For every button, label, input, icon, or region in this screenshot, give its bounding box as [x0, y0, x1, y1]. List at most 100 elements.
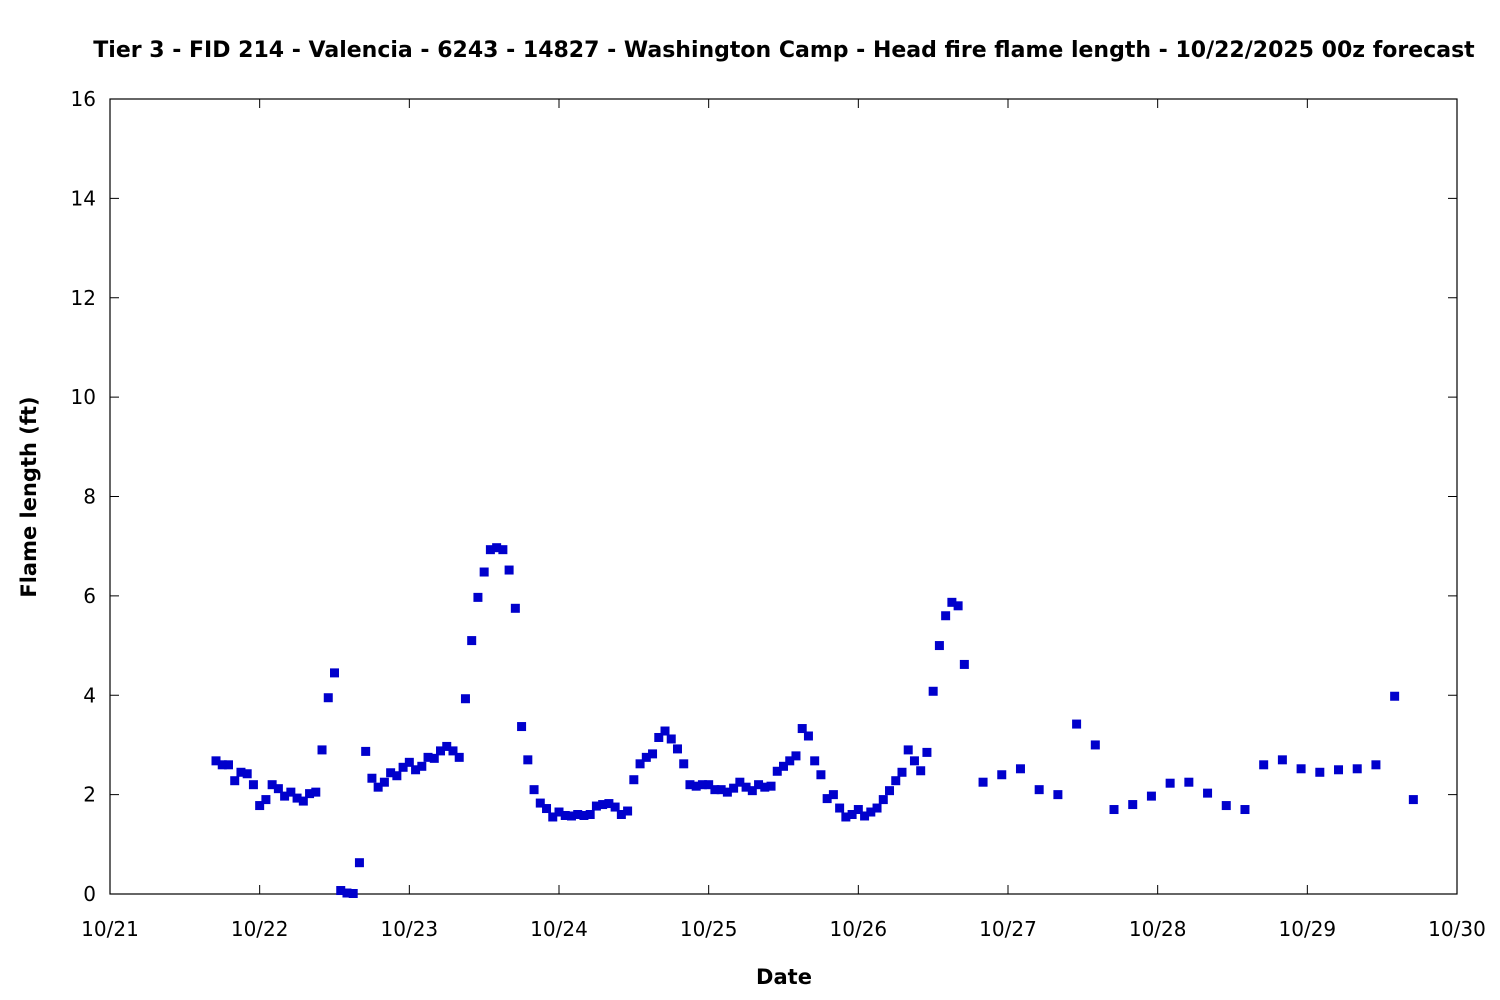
data-point [1072, 719, 1082, 729]
data-point [479, 567, 489, 577]
data-point [323, 693, 333, 703]
data-point [585, 810, 595, 819]
data-point [330, 668, 339, 678]
data-point [292, 793, 302, 803]
data-point [523, 755, 533, 765]
data-point [230, 776, 240, 786]
data-point [305, 789, 315, 799]
data-point [598, 800, 608, 810]
data-point [417, 761, 427, 771]
data-point [517, 722, 527, 732]
data-point [872, 803, 882, 813]
data-point [510, 603, 520, 613]
data-point [573, 810, 583, 819]
y-tick-label: 12 [71, 286, 96, 310]
data-point [535, 798, 545, 808]
data-point [885, 786, 895, 796]
data-point [997, 770, 1007, 780]
data-point [791, 751, 801, 761]
data-point [797, 724, 807, 734]
x-tick-label: 10/30 [1428, 917, 1486, 941]
data-point [498, 545, 508, 555]
data-point [1146, 791, 1156, 801]
data-point [1240, 805, 1250, 815]
data-point [436, 746, 446, 756]
x-tick-label: 10/23 [381, 917, 439, 941]
data-point [311, 787, 321, 797]
data-point [361, 746, 371, 756]
data-point [591, 801, 601, 811]
data-point [866, 807, 876, 817]
data-point [878, 795, 888, 805]
y-axis: 0 2 4 6 8 10 12 14 16 [71, 87, 1457, 906]
data-point [772, 766, 782, 776]
data-point [579, 810, 589, 820]
data-point [454, 752, 464, 762]
data-point [922, 747, 932, 757]
data-point [1259, 760, 1269, 770]
data-point [835, 803, 845, 813]
data-point [947, 597, 957, 607]
y-tick-label: 4 [83, 683, 96, 707]
y-tick-label: 6 [83, 584, 96, 608]
data-point [697, 780, 707, 790]
data-point [223, 760, 233, 770]
data-point [442, 741, 452, 751]
data-point [217, 760, 227, 770]
data-point [211, 756, 221, 766]
data-point [941, 611, 951, 621]
data-point [386, 768, 396, 778]
y-tick-label: 14 [71, 186, 96, 210]
data-point [722, 787, 732, 797]
data-point [236, 767, 246, 777]
data-point [348, 889, 358, 898]
data-point [853, 805, 863, 815]
data-point [928, 686, 938, 696]
data-point [392, 771, 402, 781]
data-point [460, 694, 470, 704]
data-point [485, 545, 495, 555]
data-point [666, 734, 676, 744]
data-point [847, 810, 857, 819]
data-point [1015, 764, 1025, 774]
data-point [729, 783, 739, 793]
data-point [367, 773, 377, 783]
data-point [978, 777, 988, 787]
data-point [298, 796, 308, 806]
y-tick-label: 16 [71, 87, 96, 111]
data-point [448, 746, 458, 756]
data-point [816, 770, 826, 780]
data-point [1090, 740, 1100, 750]
data-point [492, 543, 502, 553]
data-point [1128, 800, 1138, 810]
y-tick-label: 10 [71, 385, 96, 409]
data-point [604, 799, 614, 809]
data-point [467, 636, 477, 646]
data-point [654, 732, 664, 742]
data-point [1315, 767, 1325, 777]
data-point [685, 780, 695, 790]
data-point [909, 756, 919, 766]
x-tick-label: 10/25 [680, 917, 738, 941]
data-point [891, 776, 901, 786]
data-point [548, 812, 558, 822]
data-point [273, 784, 283, 794]
data-point [286, 787, 296, 797]
data-point [828, 790, 838, 800]
data-point [1352, 764, 1362, 774]
x-axis-label: Date [756, 965, 812, 989]
data-point [255, 801, 265, 811]
data-point [373, 782, 383, 792]
data-point [635, 759, 645, 769]
y-tick-label: 2 [83, 783, 96, 807]
chart-title: Tier 3 - FID 214 - Valencia - 6243 - 148… [93, 38, 1475, 63]
data-point [336, 886, 346, 896]
data-point [916, 766, 926, 776]
x-tick-label: 10/24 [530, 917, 588, 941]
data-point [473, 592, 483, 602]
data-point [566, 811, 576, 821]
x-axis: 10/21 10/22 10/23 10/24 10/25 10/26 10/27 10/28… [81, 99, 1486, 941]
data-point [248, 780, 258, 790]
data-point [267, 780, 277, 790]
